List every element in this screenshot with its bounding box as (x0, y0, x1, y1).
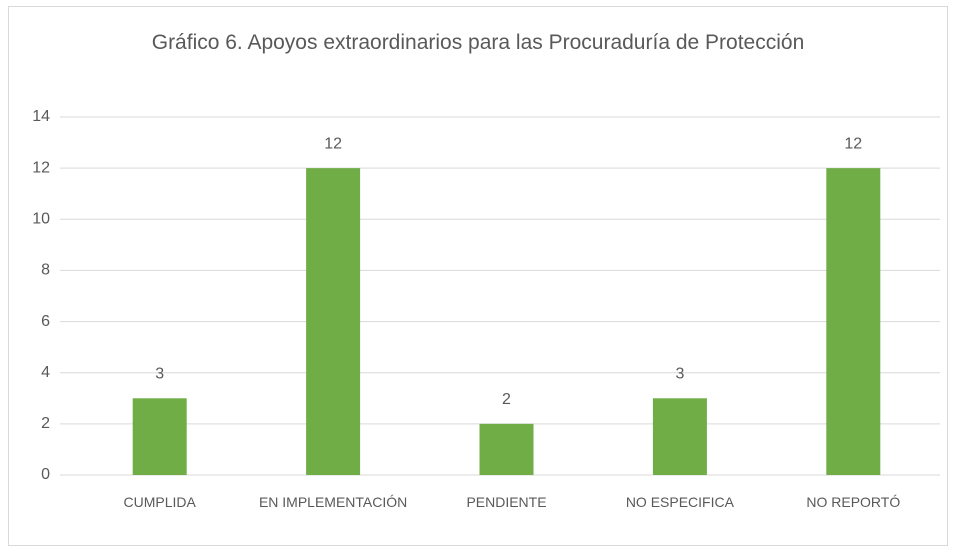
y-tick-label: 6 (41, 313, 50, 330)
bar (826, 168, 881, 475)
bar (479, 423, 534, 475)
data-label: 3 (155, 366, 164, 383)
data-label: 12 (324, 135, 342, 152)
y-tick-label: 4 (41, 364, 50, 381)
bar (132, 398, 187, 475)
x-tick-label: NO REPORTÓ (806, 494, 901, 510)
data-label: 2 (502, 391, 511, 408)
y-tick-label: 2 (41, 415, 50, 432)
bar (652, 398, 707, 475)
y-tick-label: 12 (32, 159, 50, 176)
data-label: 3 (675, 366, 684, 383)
x-tick-label: PENDIENTE (466, 494, 547, 510)
y-tick-label: 8 (41, 262, 50, 279)
y-tick-label: 0 (41, 466, 50, 483)
y-tick-label: 10 (32, 211, 50, 228)
chart-frame (8, 6, 948, 546)
data-label: 12 (844, 135, 862, 152)
x-tick-label: EN IMPLEMENTACIÓN (258, 494, 408, 510)
y-tick-label: 14 (32, 108, 50, 125)
chart-title: Gráfico 6. Apoyos extraordinarios para l… (151, 31, 805, 54)
x-tick-label: CUMPLIDA (123, 494, 196, 510)
x-tick-label: NO ESPECIFICA (625, 494, 734, 510)
bar (306, 168, 361, 475)
